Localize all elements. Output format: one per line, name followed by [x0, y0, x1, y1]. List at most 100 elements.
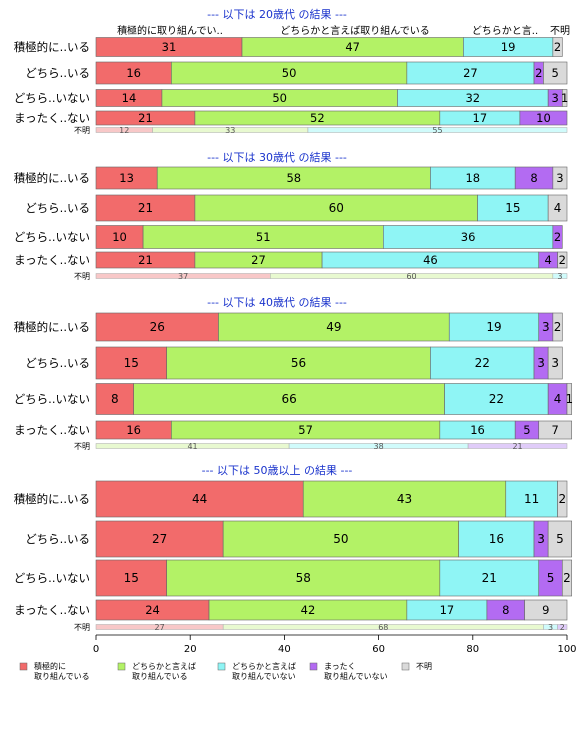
- unknown-value-label: 33: [225, 126, 235, 135]
- unknown-value-label: 68: [378, 623, 388, 632]
- unknown-value-label: 60: [406, 272, 416, 281]
- bar-value-label: 3: [537, 356, 545, 370]
- unknown-value-label: 37: [178, 272, 188, 281]
- bar-segment: [519, 110, 568, 126]
- bar-value-label: 3: [552, 91, 559, 105]
- bar-value-label: 17: [473, 111, 488, 125]
- bar-value-label: 46: [423, 253, 438, 267]
- bar-value-label: 1: [561, 91, 568, 105]
- bar-segment: [547, 194, 568, 222]
- bar-value-label: 13: [119, 171, 134, 185]
- legend-swatch: [19, 662, 28, 671]
- x-tick-label: 0: [93, 644, 99, 655]
- unknown-label: 不明: [74, 126, 90, 135]
- bar-value-label: 16: [470, 423, 485, 437]
- unknown-value-label: 27: [154, 623, 164, 632]
- bar-value-label: 8: [502, 603, 509, 617]
- legend-label: どちらかと言えば取り組んでいない: [232, 661, 296, 681]
- bar-segment: [133, 383, 445, 415]
- unknown-label: 不明: [74, 623, 90, 632]
- bar-value-label: 3: [542, 320, 550, 334]
- bar-value-label: 66: [281, 392, 296, 406]
- bar-value-label: 58: [296, 571, 311, 585]
- unknown-value-label: 55: [432, 126, 442, 135]
- bar-segment: [194, 194, 478, 222]
- category-label: どちら..いる: [25, 201, 90, 215]
- bar-value-label: 24: [145, 603, 160, 617]
- unknown-value-label: 3: [557, 272, 562, 281]
- bar-segment: [561, 89, 568, 107]
- header-label: どちらかと言..: [472, 24, 538, 37]
- bar-value-label: 8: [111, 392, 119, 406]
- legend-label: 不明: [416, 662, 432, 671]
- legend-label: どちらかと言えば取り組んでいる: [132, 661, 196, 681]
- bar-segment: [439, 559, 540, 597]
- bar-value-label: 22: [489, 392, 504, 406]
- bar-value-label: 11: [524, 492, 539, 506]
- bar-segment: [444, 383, 549, 415]
- bar-value-label: 19: [486, 320, 501, 334]
- bar-segment: [95, 559, 167, 597]
- bar-value-label: 2: [554, 40, 561, 54]
- bar-value-label: 21: [482, 571, 497, 585]
- bar-segment: [458, 520, 535, 558]
- bar-segment: [538, 420, 573, 440]
- bar-segment: [477, 194, 549, 222]
- bar-segment: [95, 480, 304, 518]
- category-label: まったく..ない: [14, 603, 90, 617]
- bar-value-label: 50: [333, 532, 348, 546]
- bar-value-label: 2: [535, 66, 542, 80]
- category-label: どちら..いない: [14, 230, 90, 244]
- category-label: どちら..いない: [14, 91, 90, 105]
- bar-value-label: 44: [192, 492, 207, 506]
- bar-segment: [95, 312, 219, 342]
- category-label: どちら..いる: [25, 356, 90, 370]
- bar-value-label: 5: [547, 571, 555, 585]
- bar-value-label: 36: [461, 230, 476, 244]
- bar-value-label: 21: [138, 253, 153, 267]
- bar-value-label: 2: [563, 571, 571, 585]
- bar-segment: [547, 520, 573, 558]
- category-label: どちら..いない: [14, 392, 90, 406]
- bar-value-label: 27: [152, 532, 167, 546]
- bar-value-label: 43: [397, 492, 412, 506]
- bar-value-label: 21: [138, 111, 153, 125]
- x-tick-label: 80: [466, 644, 479, 655]
- x-tick-label: 60: [372, 644, 385, 655]
- bar-value-label: 10: [536, 111, 551, 125]
- bar-segment: [95, 194, 196, 222]
- unknown-segment: [307, 127, 568, 133]
- bar-segment: [166, 559, 441, 597]
- bar-value-label: 32: [465, 91, 480, 105]
- bar-value-label: 22: [475, 356, 490, 370]
- bar-value-label: 5: [552, 66, 559, 80]
- unknown-value-label: 38: [374, 442, 384, 451]
- unknown-segment: [467, 443, 568, 449]
- bar-value-label: 26: [150, 320, 165, 334]
- category-label: まったく..ない: [14, 253, 90, 267]
- bar-segment: [552, 312, 563, 342]
- bar-value-label: 16: [126, 423, 141, 437]
- bar-segment: [561, 559, 573, 597]
- header-label: 不明: [550, 25, 570, 37]
- bar-segment: [448, 312, 540, 342]
- bar-value-label: 16: [126, 66, 141, 80]
- category-label: どちら..いる: [25, 532, 90, 546]
- bar-segment: [547, 346, 563, 380]
- panel-title: --- 以下は 20歳代 の結果 ---: [207, 7, 347, 21]
- x-tick-label: 20: [184, 644, 197, 655]
- bar-segment: [95, 383, 134, 415]
- bar-value-label: 60: [329, 201, 344, 215]
- bar-value-label: 51: [256, 230, 271, 244]
- legend-label: まったく取り組んでいない: [324, 662, 388, 681]
- panel-title: --- 以下は 40歳代 の結果 ---: [207, 295, 347, 309]
- x-tick-label: 100: [557, 644, 576, 655]
- bar-value-label: 2: [558, 492, 566, 506]
- bar-value-label: 2: [554, 320, 562, 334]
- bar-segment: [566, 383, 573, 415]
- bar-segment: [505, 480, 558, 518]
- bar-value-label: 5: [556, 532, 564, 546]
- header-label: どちらかと言えば取り組んでいる: [280, 24, 430, 37]
- bar-value-label: 47: [345, 40, 360, 54]
